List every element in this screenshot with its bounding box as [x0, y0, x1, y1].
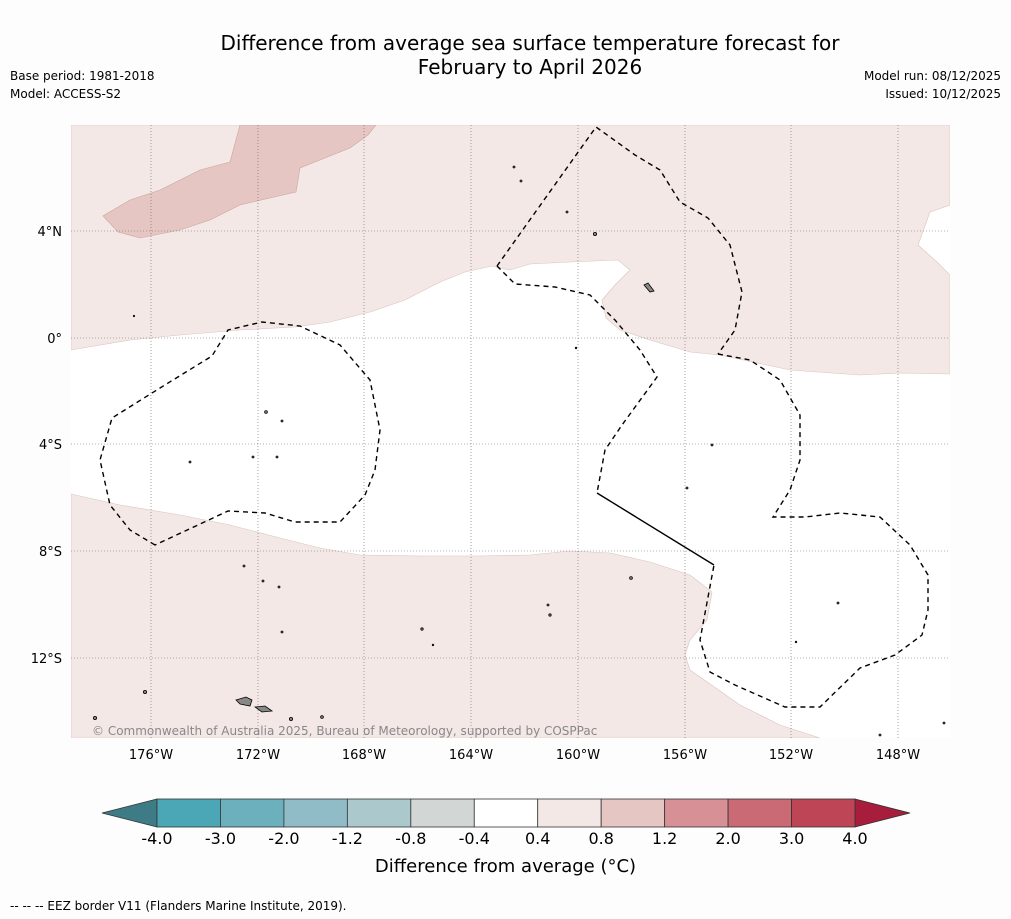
- island: [546, 603, 550, 607]
- eez-footnote: -- -- -- EEZ border V11 (Flanders Marine…: [10, 899, 347, 913]
- lon-tick-label: 148°W: [876, 748, 920, 763]
- lon-tick-label: 156°W: [663, 748, 707, 763]
- island: [132, 314, 136, 318]
- colorbar-box: [220, 798, 285, 828]
- colorbar-box: [537, 798, 602, 828]
- lon-tick-label: 160°W: [556, 748, 600, 763]
- island: [512, 165, 516, 169]
- colorbar-over-arrow: [854, 798, 911, 828]
- colorbar-box: [791, 798, 856, 828]
- island-samoa-upolu: [235, 696, 253, 707]
- colorbar-level-label: -4.0: [141, 829, 172, 848]
- anomaly-region-north-strong: [102, 125, 377, 239]
- sst-anomaly-map: 176°W 172°W 168°W 164°W 160°W 156°W 152°…: [31, 125, 950, 763]
- colorbar-box: [346, 798, 412, 828]
- colorbar-box: [283, 798, 348, 828]
- colorbar-level-label: -3.0: [205, 829, 236, 848]
- title-line-1: Difference from average sea surface temp…: [220, 31, 840, 55]
- island: [878, 733, 882, 737]
- model-run: Model run: 08/12/2025: [863, 69, 1001, 83]
- issued-date: Issued: 10/12/2025: [885, 87, 1001, 101]
- island: [261, 579, 265, 583]
- graticule: [71, 125, 950, 738]
- chart-title: Difference from average sea surface temp…: [150, 31, 910, 79]
- island: [942, 721, 946, 725]
- lat-tick-label: 8°S: [39, 545, 62, 560]
- lat-tick-label: 4°S: [39, 438, 62, 453]
- island: [836, 601, 840, 605]
- island: [280, 419, 284, 423]
- model-name: Model: ACCESS-S2: [10, 87, 122, 101]
- island: [277, 585, 281, 589]
- map-fills: [71, 125, 950, 738]
- colorbar-boxes: [156, 798, 856, 828]
- colorbar-level-label: 2.0: [715, 829, 740, 848]
- island: [629, 576, 633, 580]
- colorbar-labels: -4.0 -3.0 -2.0 -1.2 -0.8 -0.4 0.4 0.8 1.2 2.0 3.0 4…: [141, 829, 867, 848]
- colorbar-level-label: -0.4: [459, 829, 490, 848]
- lon-tick-label: 168°W: [342, 748, 386, 763]
- base-period: Base period: 1981-2018: [10, 69, 155, 83]
- lat-tick-label: 12°S: [31, 652, 62, 667]
- colorbar-box: [600, 798, 666, 828]
- island: [242, 564, 246, 568]
- colorbar-level-label: 4.0: [842, 829, 867, 848]
- lon-tick-labels: 176°W 172°W 168°W 164°W 160°W 156°W 152°…: [129, 748, 920, 763]
- colorbar-level-label: -0.8: [395, 829, 426, 848]
- island: [251, 455, 255, 459]
- copyright-credit: © Commonwealth of Australia 2025, Bureau…: [92, 724, 598, 738]
- colorbar-box: [664, 798, 729, 828]
- island: [288, 717, 293, 722]
- island: [574, 346, 578, 350]
- eez-kiribati-line-central: [496, 265, 658, 494]
- island: [264, 410, 268, 414]
- island: [565, 210, 569, 214]
- island-samoa-savaii: [253, 705, 274, 713]
- island: [142, 690, 147, 695]
- island-kiritimati: [643, 282, 655, 293]
- colorbar-box: [473, 798, 539, 828]
- colorbar-title: Difference from average (°C): [374, 856, 637, 877]
- island: [794, 640, 798, 644]
- colorbar-level-label: 3.0: [779, 829, 804, 848]
- colorbar-level-label: 0.4: [525, 829, 550, 848]
- colorbar-box: [727, 798, 792, 828]
- lon-tick-label: 176°W: [129, 748, 173, 763]
- colorbar: -4.0 -3.0 -2.0 -1.2 -0.8 -0.4 0.4 0.8 1.2 2.0 3.0 4…: [101, 798, 911, 848]
- lat-tick-label: 0°: [47, 332, 62, 347]
- island: [275, 455, 279, 459]
- island: [420, 627, 424, 631]
- meta-left: Base period: 1981-2018 Model: ACCESS-S2: [10, 67, 155, 103]
- title-line-2: February to April 2026: [417, 55, 643, 79]
- eez-border-solid: [596, 492, 715, 566]
- island: [548, 613, 552, 617]
- colorbar-level-label: 0.8: [588, 829, 613, 848]
- colorbar-under-arrow: [101, 798, 158, 828]
- island: [593, 231, 598, 236]
- colorbar-box: [410, 798, 475, 828]
- island: [431, 643, 435, 647]
- eez-kiribati-line-north: [496, 126, 743, 355]
- lon-tick-label: 164°W: [449, 748, 493, 763]
- island: [710, 443, 714, 447]
- eez-borders: [99, 126, 929, 708]
- island: [519, 179, 523, 183]
- eez-french-polynesia: [699, 353, 929, 708]
- meta-right: Model run: 08/12/2025 Issued: 10/12/2025: [864, 67, 1001, 103]
- island: [320, 715, 324, 719]
- island: [280, 630, 284, 634]
- lat-tick-labels: 4°N 0° 4°S 8°S 12°S: [31, 225, 62, 667]
- island: [188, 460, 192, 464]
- lon-tick-label: 152°W: [769, 748, 813, 763]
- islands: [93, 165, 946, 737]
- colorbar-level-label: 1.2: [652, 829, 677, 848]
- lon-tick-label: 172°W: [236, 748, 280, 763]
- island: [685, 486, 689, 490]
- lat-tick-label: 4°N: [38, 225, 63, 240]
- colorbar-box: [156, 798, 221, 828]
- island: [93, 716, 98, 721]
- colorbar-level-label: -1.2: [332, 829, 363, 848]
- colorbar-level-label: -2.0: [268, 829, 299, 848]
